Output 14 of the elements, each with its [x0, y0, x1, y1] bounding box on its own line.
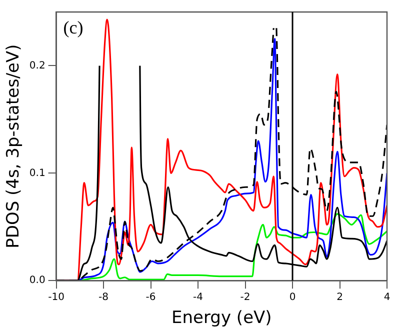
x-tick-label: 2 [336, 292, 343, 304]
x-tick-label: 0 [289, 292, 296, 304]
x-tick-label: -8 [98, 292, 109, 304]
y-axis-title: PDOS (4s, 3p-states/eV) [4, 44, 24, 248]
y-tick-label: 0.1 [29, 168, 46, 179]
x-tick-label: -6 [146, 292, 156, 304]
x-axis-title: Energy (eV) [172, 308, 272, 328]
x-tick-label: -2 [240, 292, 250, 304]
x-tick-label: 4 [384, 292, 390, 304]
x-tick-label: -4 [193, 292, 204, 304]
y-tick-label: 0.0 [29, 275, 46, 286]
annotation: (c) [63, 18, 84, 38]
x-tick-label: -10 [48, 292, 64, 304]
y-tick-label: 0.2 [29, 60, 46, 72]
